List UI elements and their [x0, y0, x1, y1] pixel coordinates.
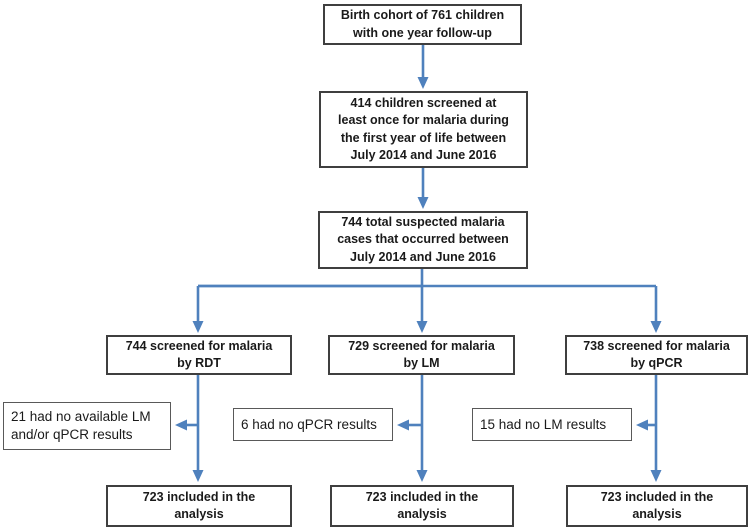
rdt-excluded-text: 21 had no available LM and/or qPCR resul…	[11, 409, 151, 442]
lm-screened-box: 729 screened for malaria by LM	[328, 335, 515, 375]
suspected-cases-text: 744 total suspected malaria cases that o…	[337, 215, 509, 264]
suspected-cases-box: 744 total suspected malaria cases that o…	[318, 211, 528, 269]
rdt-screened-box: 744 screened for malaria by RDT	[106, 335, 292, 375]
rdt-screened-text: 744 screened for malaria by RDT	[125, 338, 273, 370]
branch-connector	[198, 269, 424, 288]
qpcr-included-box: 723 included in the analysis	[566, 485, 748, 527]
qpcr-excluded-box: 15 had no LM results	[472, 408, 632, 441]
birth-cohort-text: Birth cohort of 761 children with one ye…	[340, 8, 505, 40]
qpcr-screened-text: 738 screened for malaria by qPCR	[583, 338, 730, 370]
rdt-included-text: 723 included in the analysis	[142, 489, 256, 521]
lm-excluded-box: 6 had no qPCR results	[233, 408, 393, 441]
screened-children-box: 414 children screened at least once for …	[319, 91, 528, 168]
qpcr-included-text: 723 included in the analysis	[600, 489, 714, 521]
lm-screened-text: 729 screened for malaria by LM	[348, 338, 495, 370]
lm-included-box: 723 included in the analysis	[330, 485, 514, 527]
birth-cohort-box: Birth cohort of 761 children with one ye…	[323, 4, 522, 45]
lm-included-text: 723 included in the analysis	[365, 489, 479, 521]
qpcr-excluded-text: 15 had no LM results	[480, 416, 607, 432]
rdt-excluded-box: 21 had no available LM and/or qPCR resul…	[3, 402, 171, 450]
rdt-included-box: 723 included in the analysis	[106, 485, 292, 527]
qpcr-screened-box: 738 screened for malaria by qPCR	[565, 335, 748, 375]
screened-children-text: 414 children screened at least once for …	[338, 96, 509, 162]
lm-excluded-text: 6 had no qPCR results	[241, 416, 377, 432]
